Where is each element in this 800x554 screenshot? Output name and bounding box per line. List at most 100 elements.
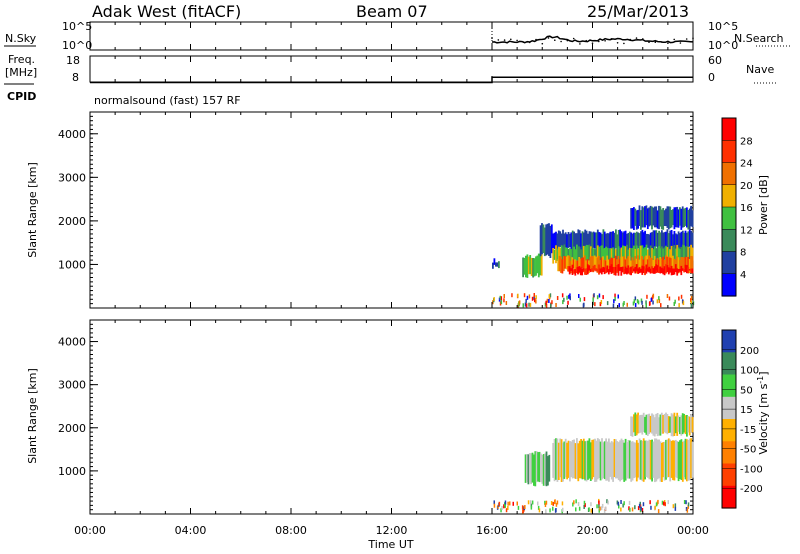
range-cell [656,439,659,480]
range-cell [512,501,514,506]
range-cell [499,295,501,300]
range-cell [516,501,518,506]
noise-search-dot [516,39,518,42]
time-tick-label: 08:00 [275,524,307,537]
range-cell [556,296,559,300]
velocity-yticks: 1000 2000 3000 4000 [58,319,693,515]
range-cell [663,501,665,506]
range-cell [637,248,640,262]
range-cell [662,415,665,434]
range-cell [551,300,553,305]
range-cell [503,504,505,509]
range-cell [549,225,552,258]
ytick-label: 1000 [58,258,86,271]
range-cell [606,255,609,273]
range-cell [601,245,603,265]
range-cell [673,231,676,248]
range-cell [637,506,640,511]
range-cell [606,247,609,261]
nsky-label: N.Sky [5,32,37,45]
range-cell [683,208,685,227]
ytick-label: 2000 [58,422,86,435]
noise-search-dot [604,40,606,42]
range-cell [672,414,674,437]
range-cell [575,260,578,271]
power-colorbar: 4 8 12 16 20 24 28 [721,117,753,297]
range-cell [617,294,619,299]
range-cell [642,248,645,262]
range-cell [645,264,648,274]
time-axis-label: Time UT [367,538,413,551]
range-cell [596,295,599,300]
range-cell [674,248,677,263]
range-cell [677,269,680,273]
range-cell [678,296,680,301]
range-cell [585,244,588,261]
range-cell [690,295,693,300]
ytick-label: 4000 [58,336,86,349]
range-cell [590,502,592,507]
range-cell [690,298,692,303]
range-cell [670,265,673,276]
range-cell [617,442,620,481]
range-cell [653,206,656,228]
velocity-colorbar-label: Velocity [m s-1] [756,371,771,454]
range-cell [688,416,691,436]
range-cell [527,256,530,275]
range-cell [567,266,570,272]
range-cell [579,297,581,302]
range-cell [654,246,656,264]
range-cell [578,440,581,479]
range-cell [606,499,608,504]
range-cell [677,209,680,228]
time-tick-label: 00:00 [677,524,709,537]
range-cell [687,267,690,274]
range-cell [528,294,531,299]
range-cell [662,442,665,478]
range-cell [646,414,649,436]
range-cell [666,247,669,260]
range-cell [622,232,624,249]
range-cell [602,295,604,300]
range-cell [633,207,635,230]
range-cell [654,505,656,510]
colorbar-swatch [722,251,736,275]
range-cell [687,416,690,433]
range-cell [630,260,632,272]
range-cell [610,231,613,252]
range-cell [672,504,675,509]
range-cell [647,234,649,248]
range-cell [653,255,656,274]
noise-search-dot [598,40,600,43]
nave-ytick-bottom: 0 [708,71,715,84]
range-cell [640,414,642,433]
range-cell [644,268,646,276]
range-cell [592,248,595,261]
range-cell [525,255,527,278]
range-cell [632,260,635,271]
range-cell [493,503,496,508]
range-cell [637,232,640,249]
range-cell [662,232,665,249]
range-cell [566,295,568,300]
range-cell [628,267,631,275]
range-cell [666,256,669,272]
range-cell [555,231,557,247]
range-cell [660,303,662,308]
range-cell [567,232,570,248]
range-cell [599,302,602,306]
range-cell [589,269,592,273]
range-cell [673,245,676,265]
range-cell [649,232,652,248]
colorbar-tick-label: -15 [740,425,756,436]
range-cell [680,231,683,252]
range-cell [557,259,560,272]
range-cell [610,257,613,270]
range-cell [571,257,574,270]
range-cell [599,268,602,273]
range-cell [658,299,661,304]
range-cell [646,208,649,229]
range-cell [615,249,617,260]
range-cell [677,257,680,274]
